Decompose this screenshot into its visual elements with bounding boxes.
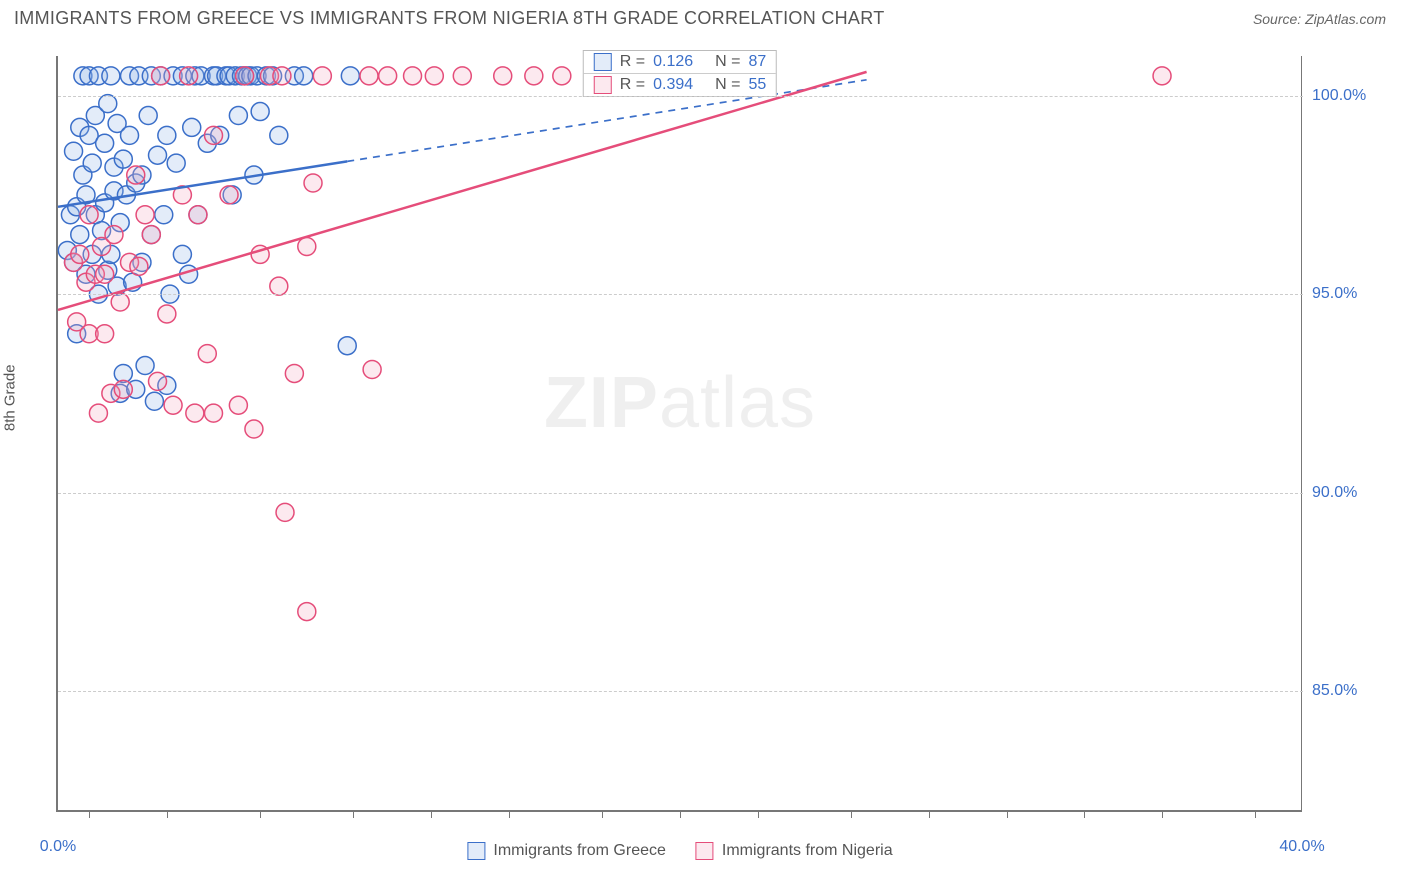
scatter-point [404, 67, 422, 85]
scatter-point [270, 126, 288, 144]
y-tick-label: 90.0% [1312, 484, 1382, 502]
scatter-point [220, 186, 238, 204]
scatter-point [180, 67, 198, 85]
scatter-point [494, 67, 512, 85]
scatter-point [149, 146, 167, 164]
scatter-point [80, 206, 98, 224]
scatter-point [152, 67, 170, 85]
plot-area: ZIPatlas R =0.126N =87R =0.394N =55 Immi… [56, 56, 1302, 812]
scatter-point [114, 380, 132, 398]
scatter-point [127, 166, 145, 184]
scatter-point [360, 67, 378, 85]
scatter-point [89, 404, 107, 422]
scatter-point [71, 245, 89, 263]
scatter-point [130, 257, 148, 275]
scatter-point [304, 174, 322, 192]
legend-swatch [467, 842, 485, 860]
y-tick-label: 85.0% [1312, 682, 1382, 700]
scatter-point [83, 154, 101, 172]
legend-series-item: Immigrants from Greece [467, 842, 665, 860]
scatter-point [96, 325, 114, 343]
legend-series-item: Immigrants from Nigeria [696, 842, 893, 860]
x-tick-label: 0.0% [40, 838, 76, 856]
scatter-point [145, 392, 163, 410]
scatter-point [453, 67, 471, 85]
chart-source: Source: ZipAtlas.com [1253, 11, 1386, 27]
scatter-point [341, 67, 359, 85]
scatter-point [229, 107, 247, 125]
scatter-point [142, 226, 160, 244]
scatter-point [1153, 67, 1171, 85]
legend-series: Immigrants from Greece Immigrants from Ni… [467, 842, 892, 860]
scatter-point [186, 404, 204, 422]
scatter-point [525, 67, 543, 85]
scatter-point [236, 67, 254, 85]
scatter-point [205, 126, 223, 144]
scatter-point [158, 305, 176, 323]
y-axis-label: 8th Grade [2, 364, 19, 431]
scatter-point [111, 293, 129, 311]
scatter-point [298, 603, 316, 621]
scatter-point [121, 126, 139, 144]
x-tick-label: 40.0% [1279, 838, 1324, 856]
scatter-point [183, 118, 201, 136]
scatter-point [136, 357, 154, 375]
y-tick-label: 100.0% [1312, 87, 1382, 105]
scatter-point [96, 265, 114, 283]
scatter-point [173, 245, 191, 263]
scatter-point [313, 67, 331, 85]
scatter-point [276, 503, 294, 521]
scatter-point [136, 206, 154, 224]
scatter-point [338, 337, 356, 355]
scatter-point [553, 67, 571, 85]
scatter-point [149, 372, 167, 390]
chart-title: IMMIGRANTS FROM GREECE VS IMMIGRANTS FRO… [14, 8, 885, 29]
scatter-point [114, 150, 132, 168]
data-layer [58, 56, 1302, 810]
legend-swatch [594, 76, 612, 94]
scatter-point [158, 126, 176, 144]
scatter-point [270, 277, 288, 295]
scatter-point [205, 404, 223, 422]
scatter-point [363, 361, 381, 379]
y-tick-label: 95.0% [1312, 285, 1382, 303]
legend-correlation-row: R =0.126N =87 [584, 51, 776, 74]
scatter-point [99, 95, 117, 113]
scatter-point [198, 345, 216, 363]
legend-correlation-row: R =0.394N =55 [584, 74, 776, 96]
scatter-point [139, 107, 157, 125]
scatter-point [229, 396, 247, 414]
scatter-point [164, 396, 182, 414]
scatter-point [273, 67, 291, 85]
scatter-point [105, 226, 123, 244]
scatter-point [102, 67, 120, 85]
scatter-point [155, 206, 173, 224]
legend-swatch [696, 842, 714, 860]
scatter-point [189, 206, 207, 224]
legend-swatch [594, 53, 612, 71]
scatter-point [96, 134, 114, 152]
legend-correlation-box: R =0.126N =87R =0.394N =55 [583, 50, 777, 97]
scatter-point [71, 226, 89, 244]
scatter-point [295, 67, 313, 85]
scatter-point [298, 237, 316, 255]
scatter-point [379, 67, 397, 85]
scatter-point [425, 67, 443, 85]
scatter-point [251, 103, 269, 121]
scatter-point [167, 154, 185, 172]
scatter-point [245, 420, 263, 438]
scatter-point [65, 142, 83, 160]
scatter-point [285, 364, 303, 382]
